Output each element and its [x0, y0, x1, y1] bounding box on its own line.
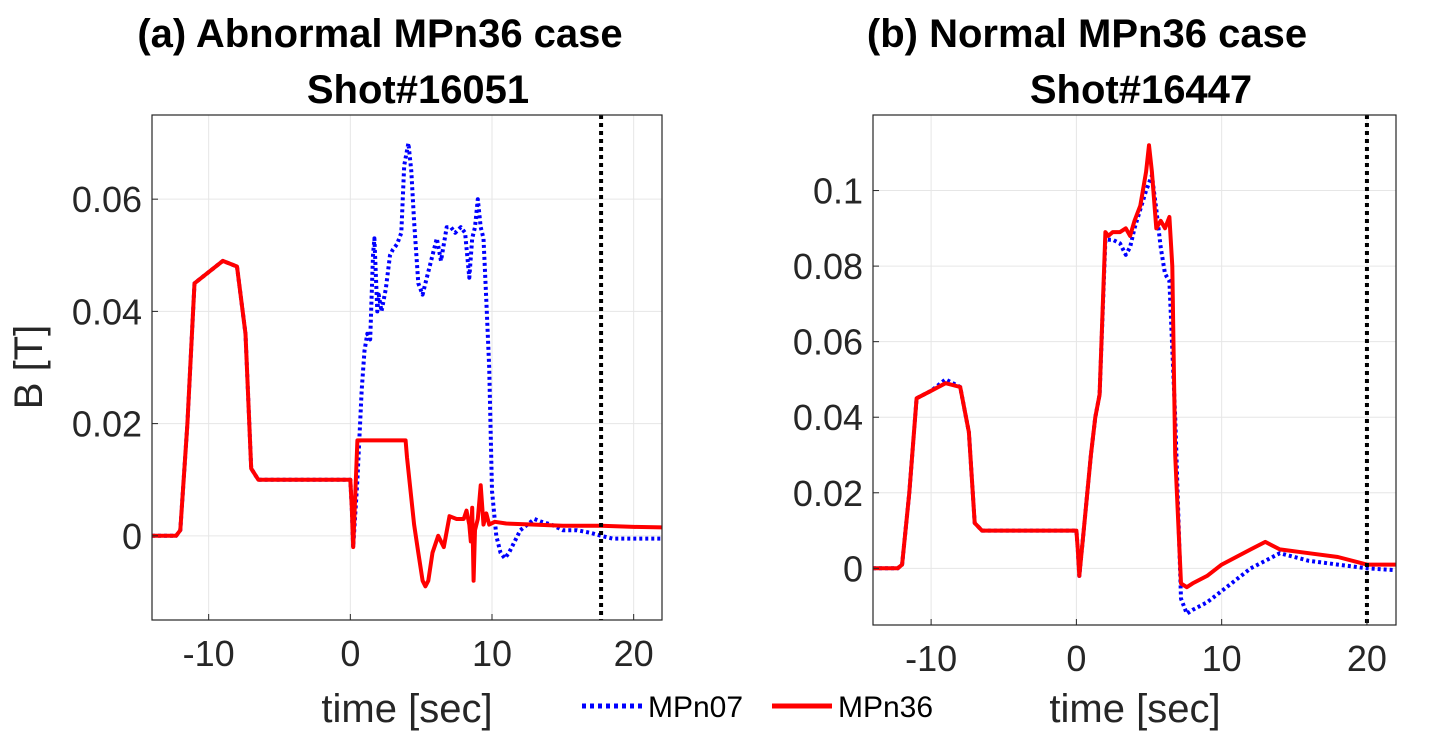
panel-b-axes-frame	[872, 114, 1397, 626]
panel-a-ytick-label: 0	[122, 516, 142, 557]
panel-a-plot-area	[152, 115, 663, 620]
panel-a-xtick-label: 10	[472, 633, 512, 674]
panel-b-xtick-label: 0	[1066, 638, 1086, 679]
panel-b-ytick-label: 0	[843, 548, 863, 589]
panel-a-ytick-label: 0.06	[72, 179, 142, 220]
panel-b-ticks: -10 0 10 20 0 0.02 0.04 0.06 0.08 0.1	[793, 171, 1387, 679]
legend: MPn07 MPn36	[582, 691, 933, 724]
panel-b-xtick-label: -10	[905, 638, 957, 679]
panel-a-grid	[152, 115, 662, 620]
panel-b-xlabel: time [sec]	[1049, 687, 1220, 731]
panel-b-xtick-label: 10	[1202, 638, 1242, 679]
panel-b-title-line1: (b) Normal MPn36 case	[867, 12, 1307, 56]
panel-a-ylabel: B [T]	[7, 325, 51, 409]
panel-a-axes-frame	[151, 114, 663, 621]
panel-a-title-line2: Shot#16051	[307, 68, 529, 112]
panel-b-ytick-label: 0.1	[813, 171, 863, 212]
panel-b: (b) Normal MPn36 case Shot#16447 -10 0 10 2…	[793, 12, 1397, 731]
panel-b-ytick-label: 0.06	[793, 322, 863, 363]
legend-label-mpn07: MPn07	[648, 691, 743, 724]
panel-a-xlabel: time [sec]	[321, 687, 492, 731]
panel-a-title-line1: (a) Abnormal MPn36 case	[137, 12, 622, 56]
panel-a-xtick-label: -10	[183, 633, 235, 674]
panel-a-ytick-label: 0.04	[72, 291, 142, 332]
panel-a-xtick-label: 20	[614, 633, 654, 674]
panel-a-ticks: -10 0 10 20 0 0.02 0.04 0.06	[72, 179, 654, 674]
panel-b-ytick-label: 0.04	[793, 397, 863, 438]
panel-b-title-line2: Shot#16447	[1030, 68, 1252, 112]
panel-b-series-mpn36	[873, 143, 1396, 590]
panel-a-series-mpn36	[152, 258, 663, 589]
panel-a-ytick-label: 0.02	[72, 404, 142, 445]
panel-a-xtick-label: 0	[340, 633, 360, 674]
panel-b-ytick-label: 0.02	[793, 473, 863, 514]
panel-b-xtick-label: 20	[1347, 638, 1387, 679]
panel-b-plot-area	[873, 115, 1397, 625]
panel-a: (a) Abnormal MPn36 case Shot#16051 -10 0 1…	[7, 12, 663, 731]
panel-b-ytick-label: 0.08	[793, 246, 863, 287]
legend-label-mpn36: MPn36	[838, 691, 933, 724]
